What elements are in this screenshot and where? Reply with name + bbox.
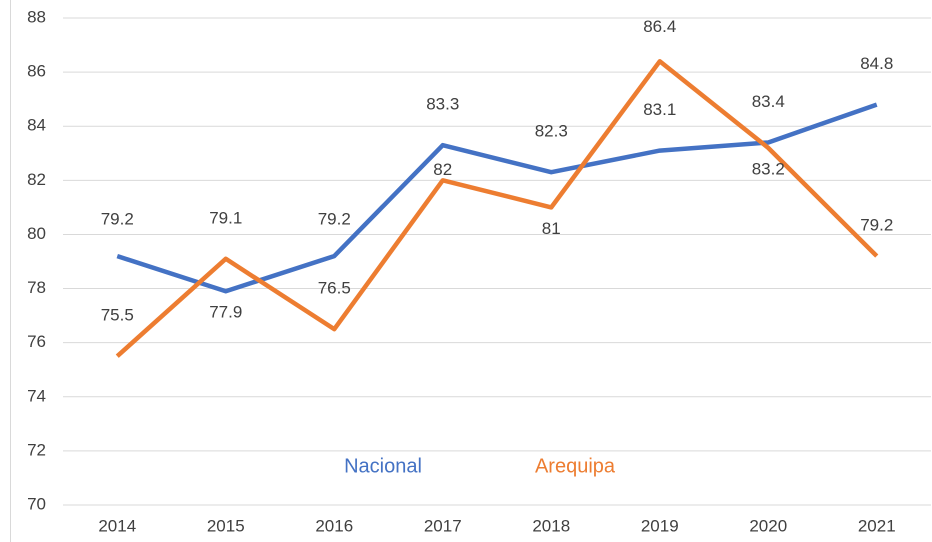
- data-label: 83.4: [752, 92, 785, 111]
- y-tick-label: 76: [27, 332, 46, 351]
- data-label: 83.3: [426, 95, 459, 114]
- data-label: 75.5: [101, 306, 134, 325]
- y-tick-label: 82: [27, 170, 46, 189]
- x-tick-label: 2019: [641, 516, 679, 535]
- data-label: 86.4: [643, 17, 676, 36]
- data-label: 79.2: [318, 210, 351, 229]
- series-line: [115, 59, 879, 358]
- y-tick-label: 84: [27, 116, 46, 135]
- y-tick-label: 86: [27, 62, 46, 81]
- y-tick-label: 80: [27, 224, 46, 243]
- legend-entry: Nacional: [344, 455, 422, 477]
- data-label: 76.5: [318, 279, 351, 298]
- data-label: 84.8: [860, 54, 893, 73]
- series-line: [116, 102, 878, 294]
- x-tick-label: 2014: [98, 516, 136, 535]
- y-tick-label: 78: [27, 278, 46, 297]
- legend-entry: Arequipa: [535, 455, 616, 477]
- x-tick-label: 2020: [749, 516, 787, 535]
- data-label: 79.2: [860, 216, 893, 235]
- x-tick-label: 2015: [207, 516, 245, 535]
- y-tick-label: 70: [27, 494, 46, 513]
- y-tick-label: 88: [27, 7, 46, 26]
- data-label: 79.2: [101, 210, 134, 229]
- data-label: 83.1: [643, 100, 676, 119]
- x-tick-label: 2021: [858, 516, 896, 535]
- data-label: 82: [433, 160, 452, 179]
- x-tick-label: 2018: [532, 516, 570, 535]
- data-label: 83.2: [752, 159, 785, 178]
- data-label: 82.3: [535, 122, 568, 141]
- data-label: 79.1: [209, 208, 242, 227]
- data-label: 81: [542, 219, 561, 238]
- y-tick-label: 72: [27, 440, 46, 459]
- data-label: 77.9: [209, 303, 242, 322]
- y-tick-label: 74: [27, 386, 46, 405]
- x-tick-label: 2016: [315, 516, 353, 535]
- x-tick-label: 2017: [424, 516, 462, 535]
